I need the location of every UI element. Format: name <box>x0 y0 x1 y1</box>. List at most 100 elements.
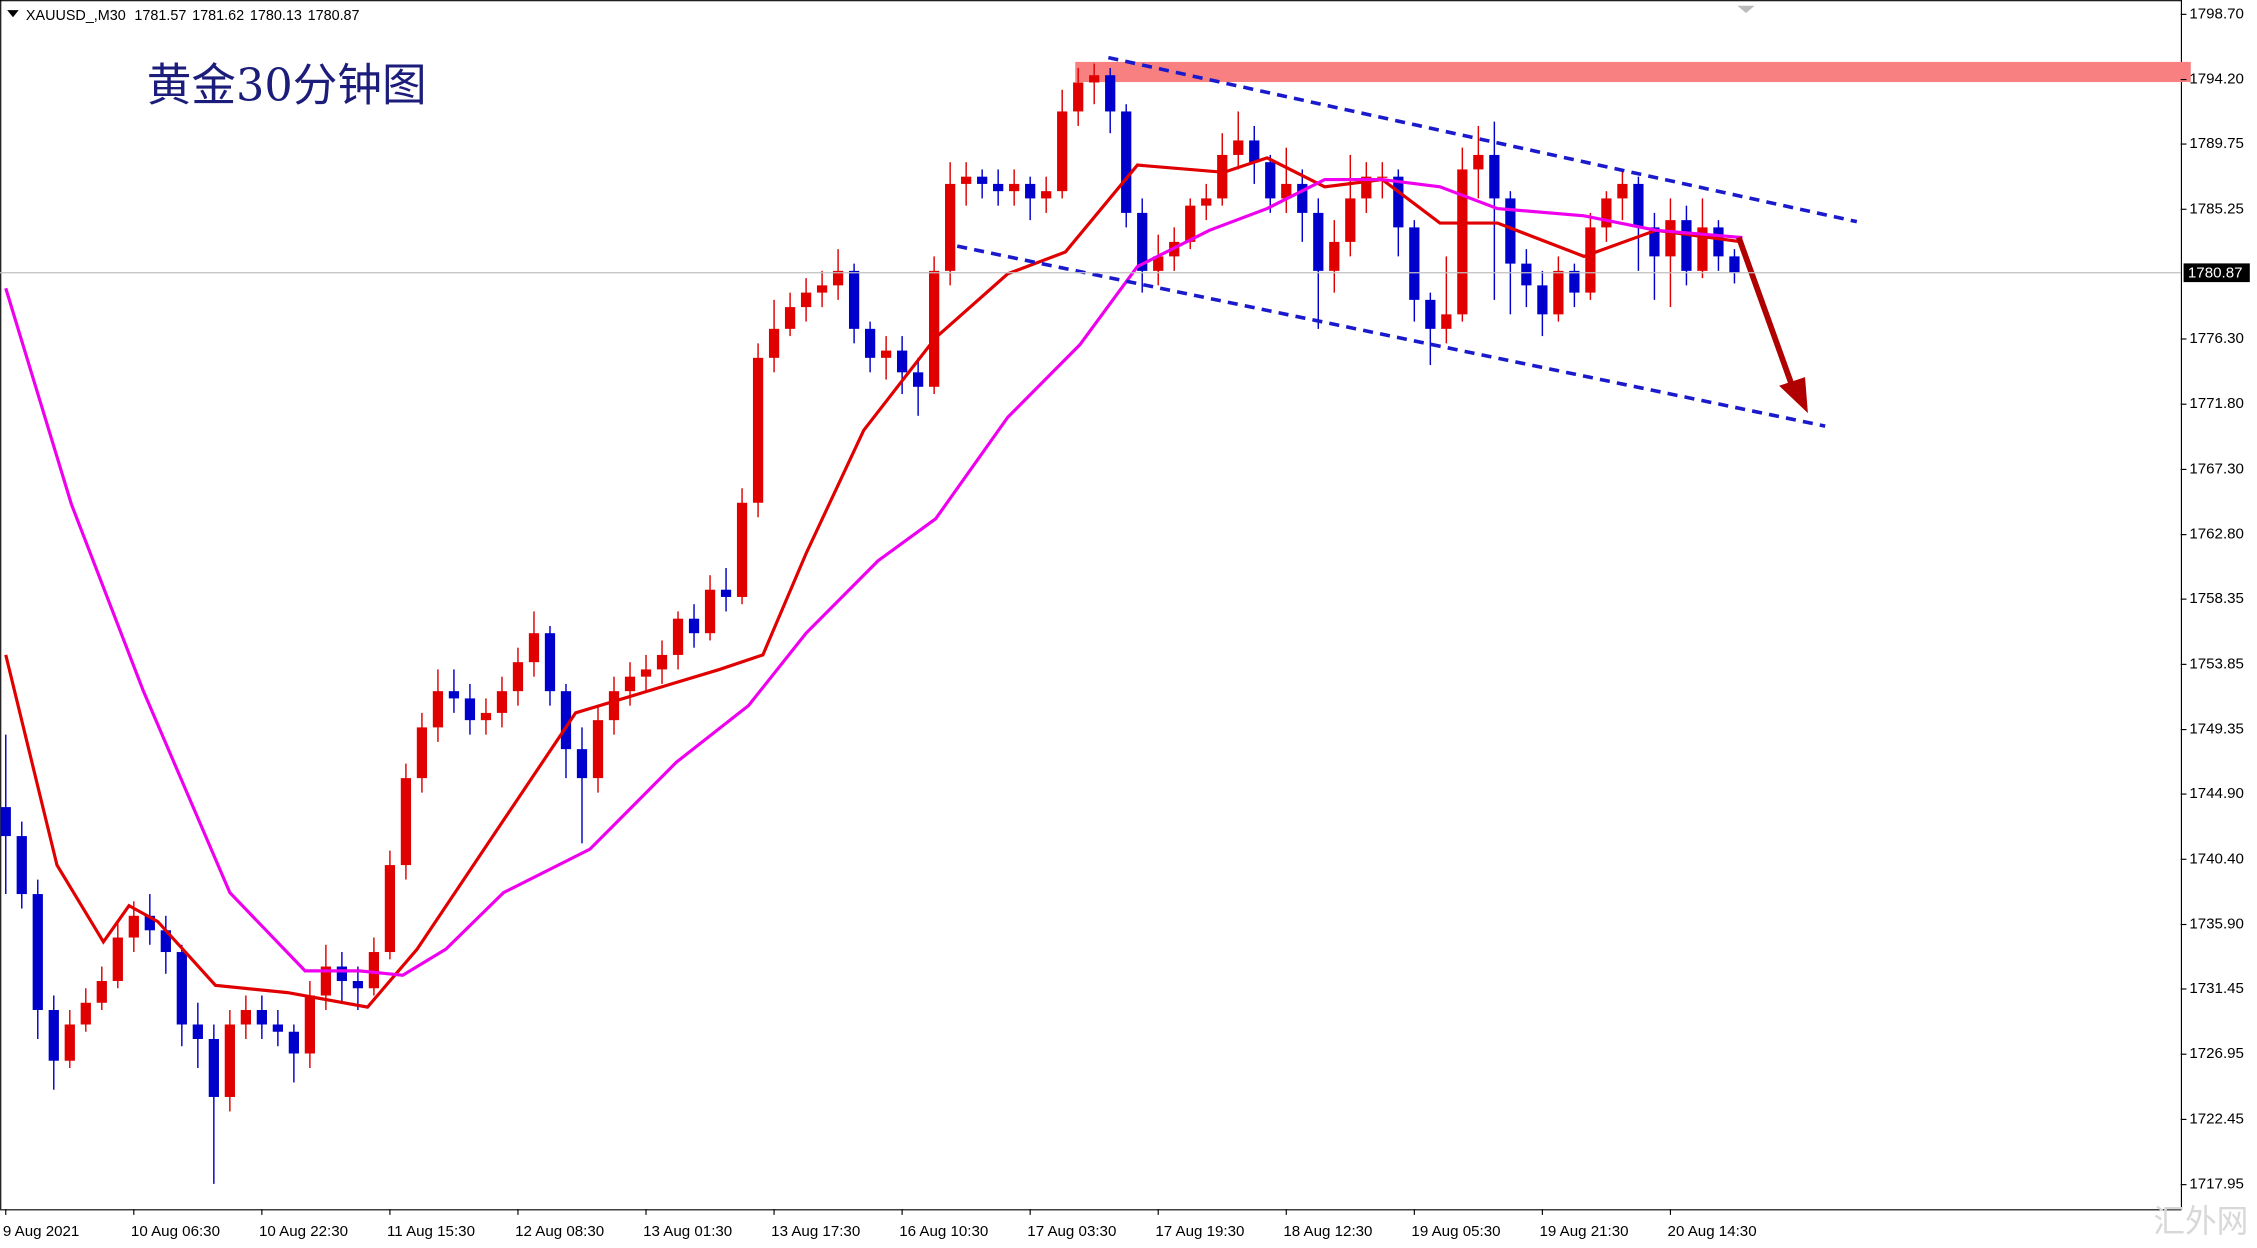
candle-body <box>736 502 748 597</box>
x-tick-label: 20 Aug 14:30 <box>1668 1223 1757 1240</box>
candle-body <box>48 1010 59 1061</box>
y-tick-label: 1767.30 <box>2189 460 2244 477</box>
candle-body <box>961 176 972 184</box>
ohlc-open: 1781.57 <box>134 8 186 24</box>
candle-body <box>528 633 540 663</box>
candle-body <box>977 176 988 184</box>
y-tick-label: 1776.30 <box>2189 330 2244 347</box>
candle-body <box>1121 111 1132 213</box>
candle-body <box>864 328 876 358</box>
x-tick-label: 9 Aug 2021 <box>3 1223 79 1240</box>
candle-body <box>945 183 956 271</box>
candle-body <box>1409 227 1420 300</box>
y-tick-label: 1717.95 <box>2189 1176 2244 1193</box>
candle-body <box>656 654 668 670</box>
candle-body <box>752 357 764 503</box>
candle-body <box>1185 205 1196 242</box>
current-price-label: 1780.87 <box>2188 264 2243 281</box>
candle-body <box>272 1024 283 1032</box>
candle-body <box>352 981 364 989</box>
candle-body <box>256 1010 267 1025</box>
candle-body <box>128 915 139 938</box>
x-tick-label: 19 Aug 21:30 <box>1539 1223 1628 1240</box>
candle-body <box>96 981 107 1003</box>
candle-body <box>1569 270 1580 293</box>
y-tick-label: 1798.70 <box>2189 5 2244 22</box>
candle-body <box>816 285 828 293</box>
candle-body <box>1521 263 1532 286</box>
ohlc-close: 1780.87 <box>308 8 360 24</box>
candle-body <box>608 691 620 721</box>
candle-body <box>1041 191 1052 199</box>
candle-body <box>384 865 396 953</box>
candle-body <box>1377 176 1388 178</box>
candle-body <box>1505 198 1516 264</box>
candle-body <box>1137 212 1148 271</box>
candle-body <box>1473 154 1484 170</box>
candle-body <box>640 669 652 677</box>
moving-average-line <box>4 156 1743 1009</box>
candle-body <box>1009 183 1020 192</box>
watermark: 汇外网 <box>2153 1204 2248 1240</box>
candle-body <box>240 1010 251 1025</box>
candle-body <box>1633 183 1644 228</box>
candle-body <box>1441 314 1452 329</box>
candle-body <box>1217 154 1228 199</box>
x-tick-label: 11 Aug 15:30 <box>387 1223 475 1240</box>
drawings <box>7 5 1858 428</box>
candle-body <box>1665 220 1676 257</box>
candle-body <box>832 270 844 286</box>
candle-body <box>80 1002 91 1025</box>
x-tick-label: 19 Aug 05:30 <box>1411 1223 1500 1240</box>
candle-body <box>144 915 155 931</box>
candle-body <box>704 589 716 634</box>
candle-body <box>208 1038 219 1097</box>
candle-body <box>480 712 492 721</box>
candle-body <box>624 676 636 692</box>
candle-body <box>1057 111 1068 192</box>
y-tick-label: 1726.95 <box>2189 1045 2244 1062</box>
candle-body <box>32 894 43 1011</box>
trend-arrow <box>1736 236 1795 387</box>
channel-lower-line <box>956 244 1826 428</box>
candle-body <box>336 966 348 982</box>
shift-marker <box>1737 5 1755 13</box>
candle-body <box>320 966 332 996</box>
candle-body <box>224 1024 235 1097</box>
candle-body <box>1153 256 1164 271</box>
x-tick-label: 13 Aug 01:30 <box>643 1223 732 1240</box>
ohlc-high: 1781.62 <box>192 8 244 24</box>
candle-body <box>160 930 171 953</box>
x-tick-label: 13 Aug 17:30 <box>771 1223 860 1240</box>
x-tick-label: 10 Aug 06:30 <box>131 1223 220 1240</box>
candle-body <box>496 691 508 713</box>
moving-average-line <box>4 177 1743 977</box>
y-tick-label: 1758.35 <box>2189 590 2244 607</box>
candle-body <box>560 691 572 750</box>
candle-body <box>0 807 11 837</box>
candle-body <box>1425 299 1436 329</box>
candle-body <box>400 778 412 866</box>
candle-body <box>1457 169 1468 315</box>
header: XAUUSD_,M30 1781.57 1781.62 1780.13 1780.87 <box>26 8 360 24</box>
candle-body <box>896 350 908 373</box>
candle-body <box>192 1024 203 1039</box>
candle-body <box>64 1024 75 1061</box>
y-tick-label: 1794.20 <box>2189 71 2244 88</box>
candle-body <box>1233 140 1244 155</box>
ohlc-low: 1780.13 <box>250 8 302 24</box>
candle-body <box>1345 198 1356 242</box>
x-tick-label: 10 Aug 22:30 <box>259 1223 348 1240</box>
y-tick-label: 1771.80 <box>2189 395 2244 412</box>
x-tick-label: 18 Aug 12:30 <box>1283 1223 1372 1240</box>
channel-upper-line <box>1107 55 1858 224</box>
candle-body <box>688 618 700 634</box>
candle-body <box>1089 75 1100 83</box>
y-tick-label: 1735.90 <box>2189 915 2244 932</box>
candle-body <box>768 328 780 358</box>
candle-body <box>368 952 380 989</box>
candle-body <box>576 749 588 779</box>
candle-body <box>112 937 123 982</box>
candle-body <box>1361 176 1372 199</box>
